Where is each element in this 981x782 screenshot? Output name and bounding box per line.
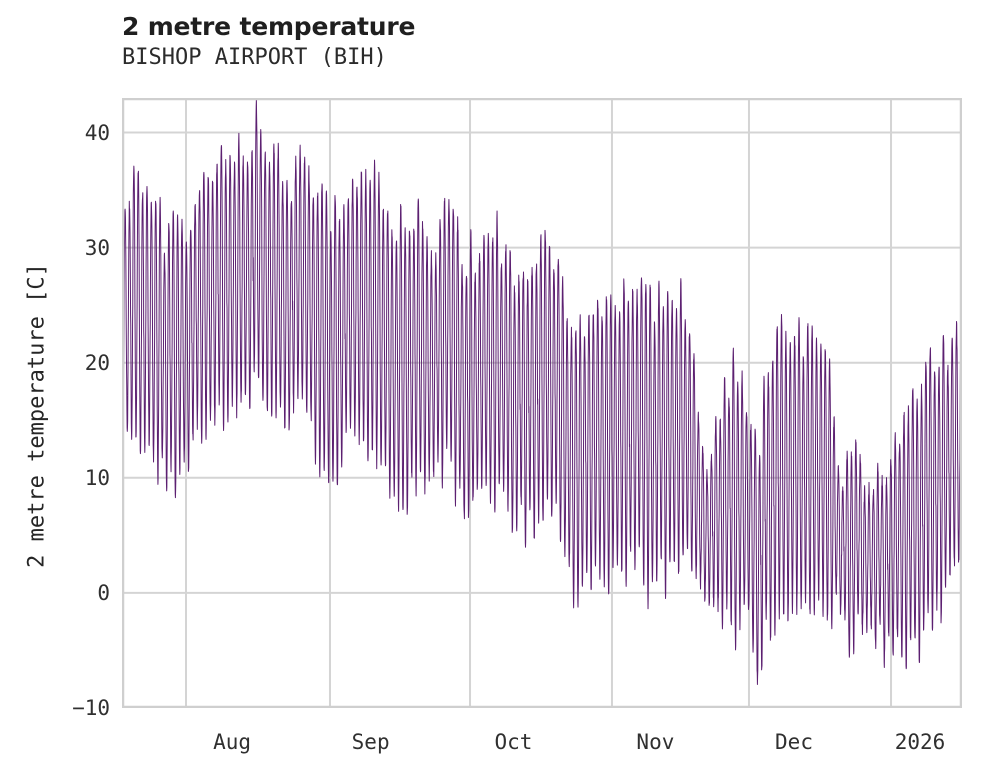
y-axis-tick-label: 0: [97, 580, 110, 605]
x-axis-tick-label: 2026: [894, 730, 946, 754]
temperature-series-line: [122, 98, 962, 685]
chart-subtitle: BISHOP AIRPORT (BIH): [122, 45, 387, 70]
x-axis-tick-label: Aug: [213, 730, 251, 754]
plot-svg: [122, 98, 962, 708]
y-axis-tick-label: 40: [84, 120, 110, 145]
plot-area: [122, 98, 962, 708]
plot-border: [122, 98, 962, 708]
x-axis-tick-labels: Aug Sep Oct Nov Dec 2026: [122, 730, 962, 760]
x-axis-tick-label: Sep: [351, 730, 390, 754]
plot-frame: [122, 98, 962, 708]
series-layer: [122, 98, 962, 685]
page-title: 2 metre temperature: [122, 12, 416, 41]
y-axis-tick-label: −10: [72, 696, 110, 720]
y-axis-tick-label: 30: [84, 235, 110, 260]
y-axis-tick-label: 10: [84, 465, 110, 490]
y-axis-tick-labels: 40 30 20 10 0 −10: [40, 98, 110, 718]
x-axis-tick-label: Nov: [636, 730, 675, 754]
x-axis-tick-label: Oct: [494, 730, 533, 754]
title-block: 2 metre temperature BISHOP AIRPORT (BIH): [122, 12, 942, 72]
x-axis-tick-label: Dec: [775, 730, 813, 754]
y-axis-tick-label: 20: [84, 350, 110, 375]
